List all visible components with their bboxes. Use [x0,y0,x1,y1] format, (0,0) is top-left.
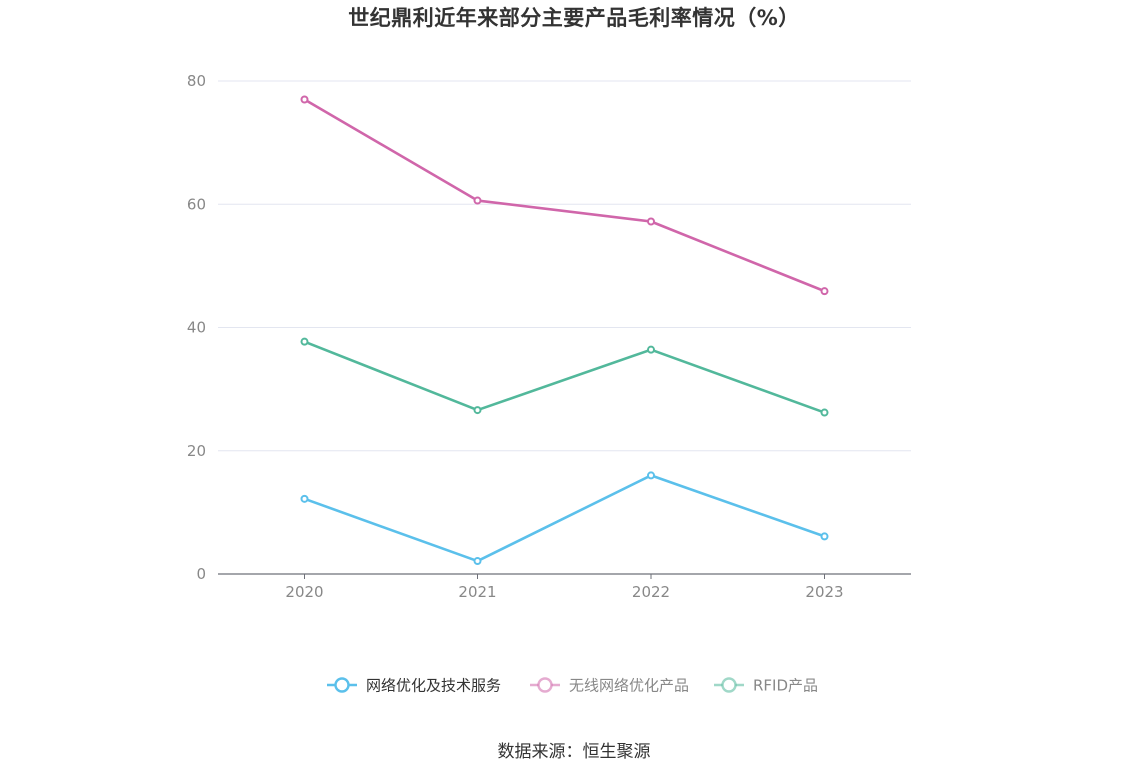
data-point[interactable] [820,532,829,541]
y-tick-label: 40 [187,319,206,337]
legend-marker-icon [537,677,553,693]
data-point[interactable] [473,557,482,566]
series-line [304,474,825,563]
data-point[interactable] [300,494,309,503]
y-tick-label: 80 [187,72,206,90]
data-point[interactable] [647,471,655,480]
legend-marker-icon [721,677,737,693]
legend: 网络优化及技术服务 无线网络优化产品 RFID产品 [327,677,818,695]
series-layer [300,95,829,566]
legend-label: RFID产品 [753,677,818,695]
series-0 [300,471,829,566]
x-tick-label: 2020 [285,583,323,601]
x-tick-label: 2021 [458,583,496,601]
series-line [304,340,825,414]
series-line [303,98,825,293]
y-tick-label: 20 [187,442,206,460]
axes: 0 20 40 60 80 2020 2021 2022 2023 [187,72,911,601]
data-point[interactable] [473,406,482,415]
legend-label: 网络优化及技术服务 [366,677,501,695]
data-point[interactable] [300,337,309,346]
series-2 [300,337,829,417]
y-tick-label: 60 [187,195,206,213]
data-point[interactable] [820,408,829,417]
data-point[interactable] [647,345,655,354]
legend-item-1[interactable]: 无线网络优化产品 [530,677,689,695]
y-tick-label: 0 [196,565,206,583]
chart-title: 世纪鼎利近年来部分主要产品毛利率情况（%） [348,6,800,30]
data-point[interactable] [300,95,309,104]
legend-item-2[interactable]: RFID产品 [714,677,818,695]
data-point[interactable] [820,287,829,296]
series-1 [300,95,829,296]
data-point[interactable] [473,196,482,205]
x-tick-label: 2023 [805,583,843,601]
legend-item-0[interactable]: 网络优化及技术服务 [327,677,501,695]
x-tick-label: 2022 [632,583,670,601]
grid-lines [218,80,911,452]
data-point[interactable] [647,217,655,226]
data-source: 数据来源：恒生聚源 [497,742,651,762]
legend-label: 无线网络优化产品 [569,677,689,695]
legend-marker-icon [334,677,350,693]
